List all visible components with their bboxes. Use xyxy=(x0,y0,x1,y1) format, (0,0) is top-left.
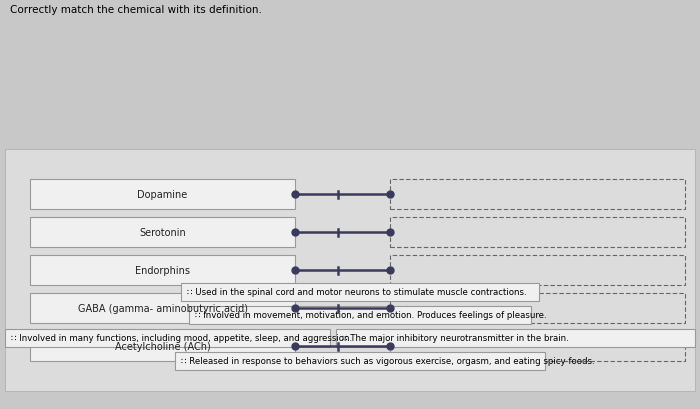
FancyBboxPatch shape xyxy=(175,352,545,370)
FancyBboxPatch shape xyxy=(30,293,295,323)
FancyBboxPatch shape xyxy=(5,329,330,347)
Text: Endorphins: Endorphins xyxy=(135,265,190,275)
Text: ∷ Used in the spinal cord and motor neurons to stimulate muscle contractions.: ∷ Used in the spinal cord and motor neur… xyxy=(187,288,526,297)
FancyBboxPatch shape xyxy=(30,255,295,285)
Text: ∷ Involved in many functions, including mood, appetite, sleep, and aggression.: ∷ Involved in many functions, including … xyxy=(11,334,352,343)
FancyBboxPatch shape xyxy=(336,329,695,347)
FancyBboxPatch shape xyxy=(5,150,695,391)
Text: ∷ The major inhibitory neurotransmitter in the brain.: ∷ The major inhibitory neurotransmitter … xyxy=(342,334,568,343)
FancyBboxPatch shape xyxy=(30,218,295,247)
Text: GABA (gamma- aminobutyric acid): GABA (gamma- aminobutyric acid) xyxy=(78,303,248,313)
FancyBboxPatch shape xyxy=(189,306,531,324)
FancyBboxPatch shape xyxy=(30,180,295,209)
Text: Acetylcholine (ACh): Acetylcholine (ACh) xyxy=(115,341,211,351)
Text: ∷ Involved in movement, motivation, and emotion. Produces feelings of pleasure.: ∷ Involved in movement, motivation, and … xyxy=(195,311,547,320)
FancyBboxPatch shape xyxy=(30,331,295,361)
Text: Correctly match the chemical with its definition.: Correctly match the chemical with its de… xyxy=(10,5,262,15)
Text: Dopamine: Dopamine xyxy=(137,189,188,200)
Text: ∷ Released in response to behaviors such as vigorous exercise, orgasm, and eatin: ∷ Released in response to behaviors such… xyxy=(181,357,594,366)
Text: Serotonin: Serotonin xyxy=(139,227,186,237)
FancyBboxPatch shape xyxy=(181,283,539,301)
